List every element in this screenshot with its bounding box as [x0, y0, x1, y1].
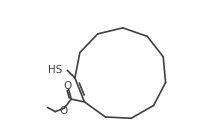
Text: HS: HS	[48, 64, 62, 75]
Text: O: O	[63, 81, 72, 91]
Text: O: O	[59, 106, 67, 116]
